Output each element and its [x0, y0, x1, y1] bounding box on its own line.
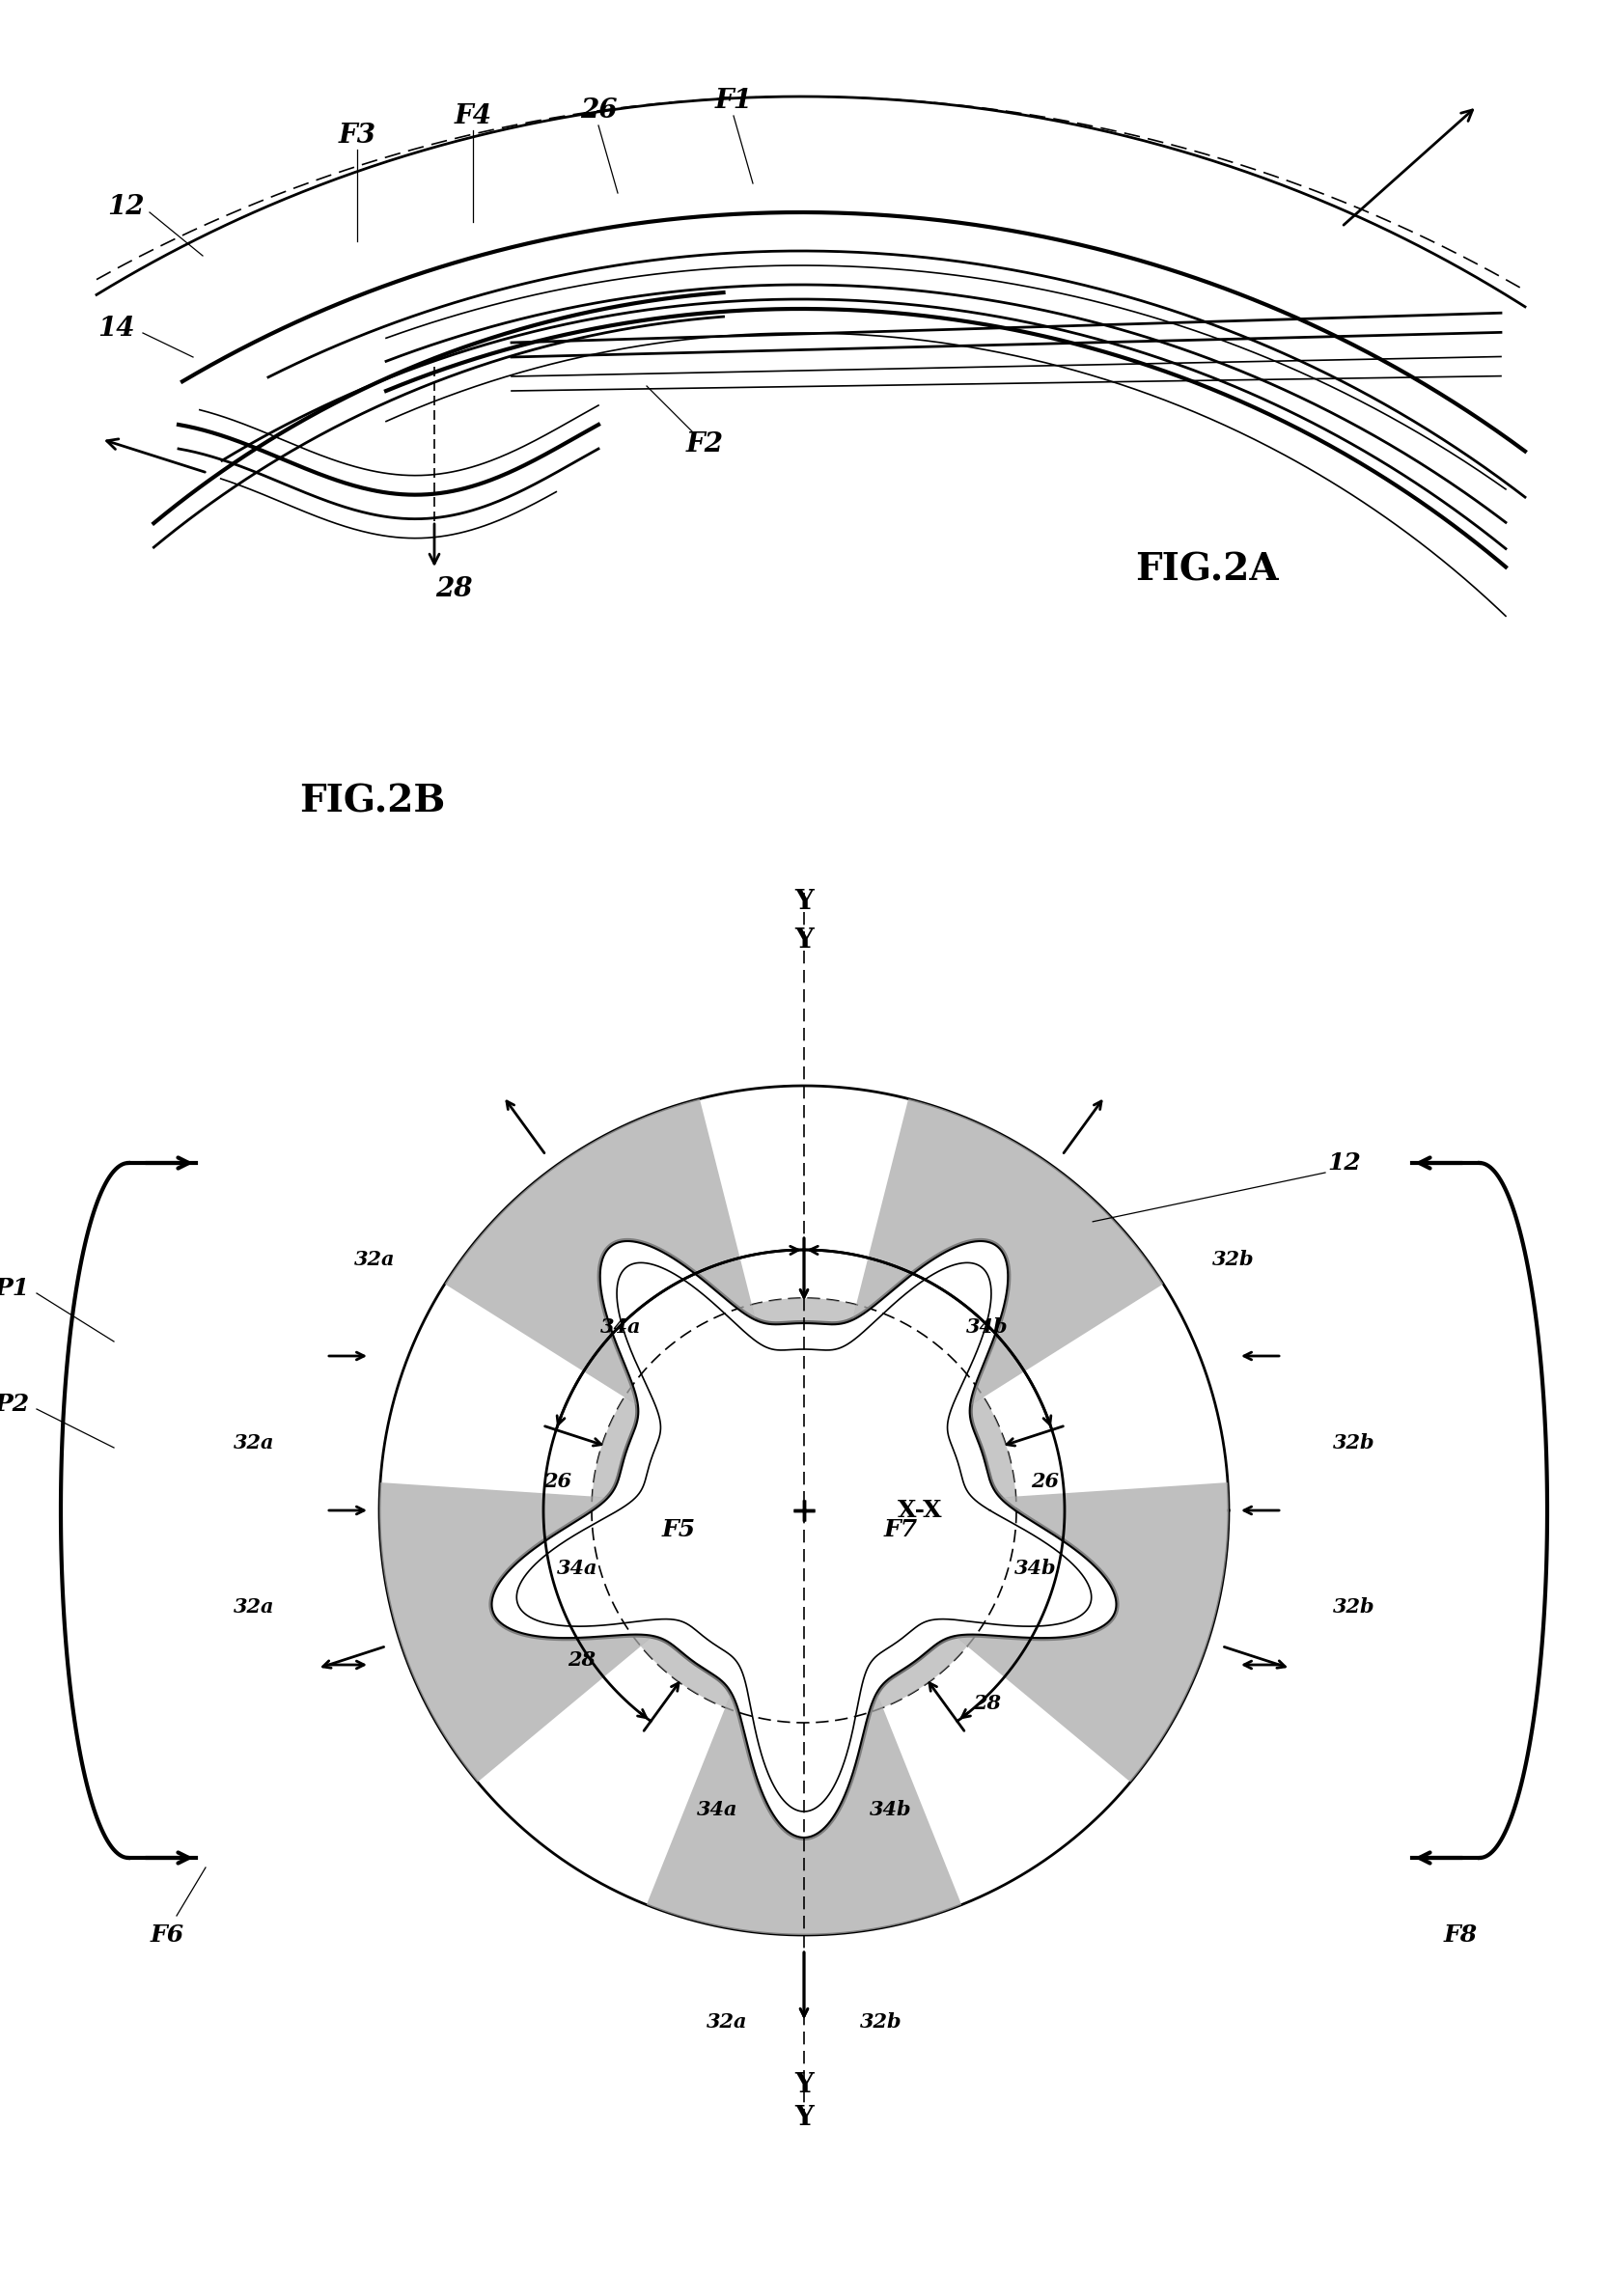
Text: 32b: 32b — [1334, 1433, 1376, 1453]
Text: FIG.2A: FIG.2A — [1134, 551, 1278, 588]
Polygon shape — [970, 1396, 1015, 1497]
Text: 34a: 34a — [557, 1559, 597, 1577]
Text: 34a: 34a — [697, 1800, 737, 1818]
Text: 32a: 32a — [706, 2011, 747, 2032]
Text: 28: 28 — [973, 1694, 1001, 1713]
Text: 34a: 34a — [600, 1318, 640, 1336]
Text: P2: P2 — [0, 1394, 31, 1417]
Text: F8: F8 — [1443, 1924, 1477, 1947]
Text: F4: F4 — [454, 103, 492, 129]
Text: 28: 28 — [568, 1651, 595, 1669]
Text: 34b: 34b — [1015, 1559, 1057, 1577]
Text: X-X: X-X — [898, 1499, 943, 1522]
Text: P1: P1 — [0, 1277, 31, 1300]
Text: 32b: 32b — [1213, 1249, 1255, 1270]
Text: FIG.2B: FIG.2B — [299, 783, 446, 820]
Text: 26: 26 — [1031, 1472, 1059, 1490]
Polygon shape — [647, 1694, 962, 1936]
Text: Y: Y — [795, 889, 814, 916]
Polygon shape — [956, 1483, 1229, 1782]
Text: 32a: 32a — [233, 1433, 275, 1453]
Polygon shape — [444, 1100, 756, 1405]
Text: 14: 14 — [97, 315, 135, 342]
Text: 28: 28 — [434, 576, 471, 602]
Text: 32a: 32a — [354, 1249, 396, 1270]
Text: F6: F6 — [150, 1924, 183, 1947]
Text: 26: 26 — [579, 99, 616, 124]
Polygon shape — [640, 1637, 730, 1708]
Text: F3: F3 — [338, 122, 377, 149]
Text: 34b: 34b — [967, 1318, 1009, 1336]
Polygon shape — [877, 1637, 967, 1708]
Text: F1: F1 — [714, 87, 753, 115]
Polygon shape — [751, 1297, 856, 1322]
Text: 32b: 32b — [861, 2011, 903, 2032]
Polygon shape — [380, 1483, 652, 1782]
Text: F5: F5 — [661, 1518, 695, 1541]
Text: Y: Y — [795, 2071, 814, 2099]
Text: 34b: 34b — [870, 1800, 912, 1818]
Text: Y: Y — [795, 2105, 814, 2131]
Text: F7: F7 — [883, 1518, 917, 1541]
Text: 12: 12 — [1327, 1150, 1361, 1176]
Polygon shape — [592, 1396, 637, 1497]
Polygon shape — [853, 1100, 1163, 1405]
Text: 26: 26 — [544, 1472, 571, 1490]
Text: 32a: 32a — [233, 1598, 275, 1616]
Text: Y: Y — [795, 928, 814, 955]
Text: 32b: 32b — [1334, 1598, 1376, 1616]
Text: 12: 12 — [106, 195, 145, 220]
Text: F2: F2 — [685, 432, 724, 457]
